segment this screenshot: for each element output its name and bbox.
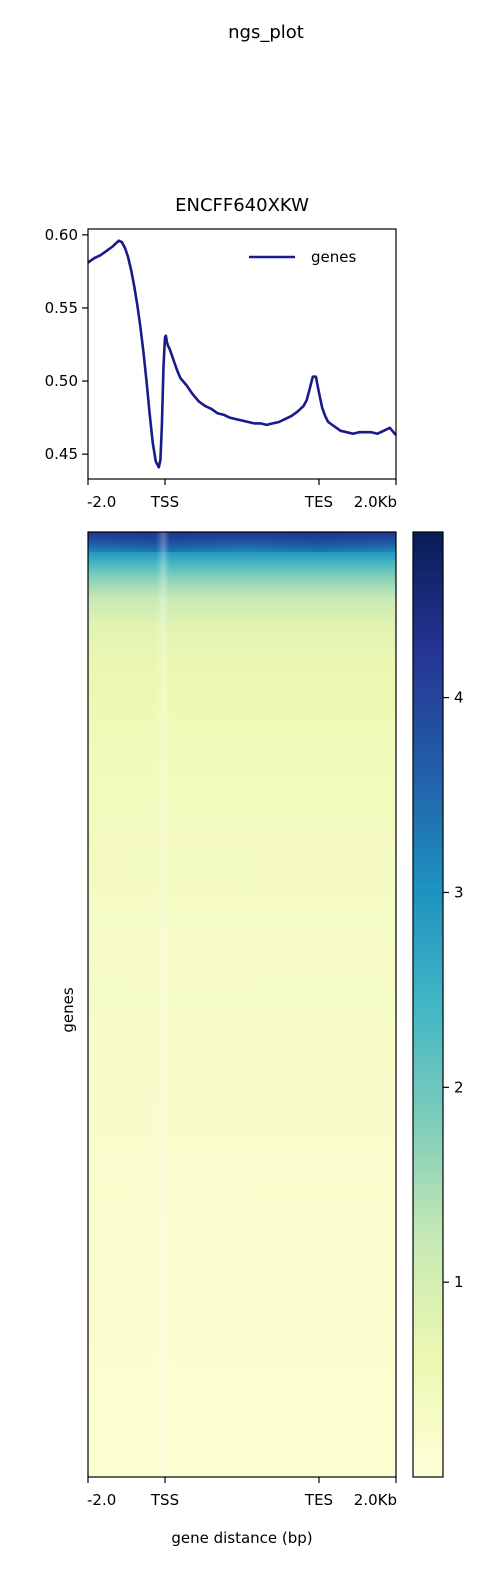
heatmap-x-tick-label: TSS: [150, 1491, 179, 1509]
colorbar-frame: [412, 531, 444, 1478]
heatmap-tss-column: [88, 532, 396, 1477]
colorbar-tick-label: 3: [454, 883, 464, 901]
heatmap-x-tick-label: 2.0Kb: [354, 1491, 397, 1509]
profile-x-tick-label: -2.0: [87, 493, 116, 511]
profile-x-tick-label: TES: [304, 493, 333, 511]
profile-x-tick-label: TSS: [150, 493, 179, 511]
figure-title: ngs_plot: [228, 22, 304, 43]
profile-y-axis: 0.45 0.50 0.55 0.60: [45, 226, 88, 463]
profile-y-tick-label: 0.45: [45, 445, 78, 463]
profile-legend: genes: [249, 248, 356, 266]
profile-axes-frame: [87, 228, 397, 480]
profile-title: ENCFF640XKW: [175, 195, 309, 216]
heatmap-y-label: genes: [59, 987, 77, 1032]
profile-x-tick-label: 2.0Kb: [354, 493, 397, 511]
colorbar: 1 2 3 4: [412, 531, 464, 1478]
legend-label-genes: genes: [311, 248, 356, 266]
colorbar-gradient: [413, 532, 443, 1477]
profile-y-tick-label: 0.55: [45, 299, 78, 317]
profile-series-line: [87, 239, 397, 469]
colorbar-tick-label: 1: [454, 1273, 464, 1291]
heatmap-x-tick-label: TES: [304, 1491, 333, 1509]
profile-x-axis: -2.0 TSS TES 2.0Kb: [87, 479, 397, 511]
profile-y-tick-label: 0.60: [45, 226, 78, 244]
heatmap: -2.0 TSS TES 2.0Kb gene distance (bp) genes: [59, 531, 397, 1547]
profile-y-tick-label: 0.50: [45, 372, 78, 390]
heatmap-axes-frame: [87, 531, 397, 1478]
profile-plot: ENCFF640XKW 0.45 0.50 0.55 0.60 -2.0 TSS TES 2…: [45, 195, 397, 511]
heatmap-x-axis: -2.0 TSS TES 2.0Kb: [87, 1477, 397, 1509]
colorbar-ticks: 1 2 3 4: [443, 689, 464, 1291]
colorbar-tick-label: 2: [454, 1078, 464, 1096]
colorbar-tick-label: 4: [454, 689, 464, 707]
heatmap-x-tick-label: -2.0: [87, 1491, 116, 1509]
heatmap-x-label: gene distance (bp): [171, 1529, 312, 1547]
